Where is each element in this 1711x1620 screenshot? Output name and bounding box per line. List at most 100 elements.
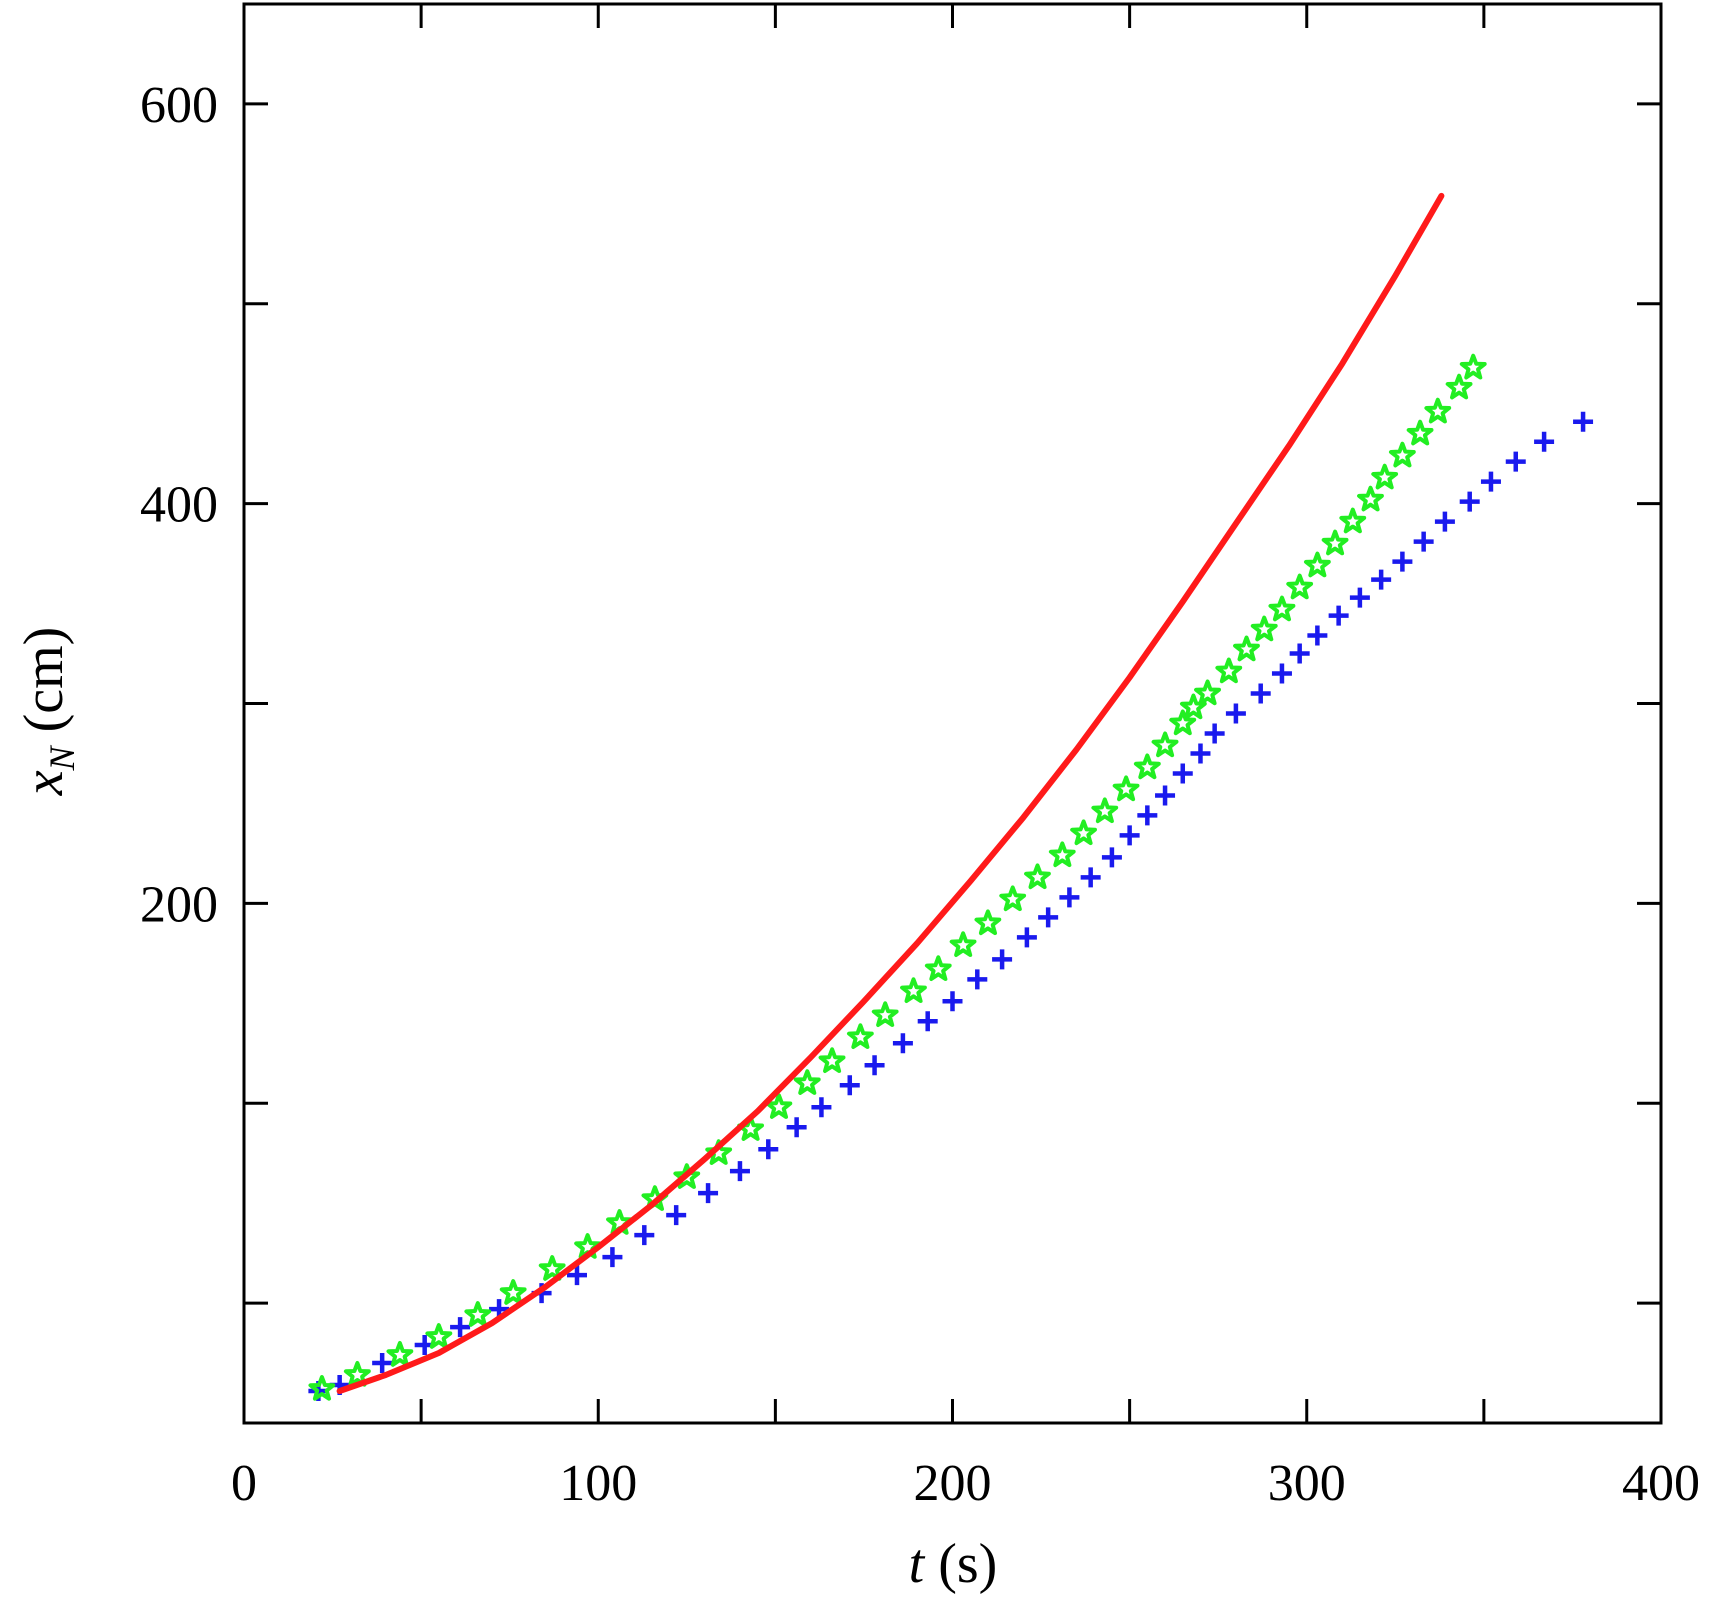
star-point (1459, 353, 1487, 380)
plus-point (917, 1011, 938, 1032)
plus-point (1059, 887, 1080, 908)
star-point (974, 909, 1002, 936)
star-point (793, 1069, 821, 1095)
y-tick-label: 200 (140, 876, 218, 933)
y-tick-label: 600 (140, 77, 218, 134)
frame-layer (242, 2, 1663, 1425)
plus-point (892, 1033, 913, 1054)
star-point (1250, 615, 1278, 642)
plus-point (1080, 867, 1101, 888)
plus-point (1038, 907, 1059, 928)
plus-point (698, 1183, 719, 1204)
star-point (1406, 419, 1434, 446)
plus-point (634, 1225, 655, 1246)
star-point (1371, 463, 1399, 490)
y-axis-unit: (cm) (13, 627, 75, 747)
y-axis-title: xN (cm) (13, 627, 82, 797)
star-point (308, 1375, 336, 1401)
x-tick-label: 200 (914, 1455, 992, 1512)
star-point (1233, 635, 1260, 662)
star-point (924, 955, 952, 981)
star-point (1024, 863, 1051, 890)
y-axis-sub: N (42, 744, 82, 771)
star-point (765, 1093, 793, 1119)
plus-point (967, 969, 988, 990)
x-axis-unit: (s) (924, 1533, 997, 1595)
x-axis-var: t (909, 1533, 926, 1595)
star-point (1151, 731, 1179, 758)
star-point (1304, 551, 1331, 578)
star-point (1268, 595, 1296, 622)
star-point (1215, 657, 1243, 684)
plus-point (1505, 451, 1526, 472)
plus-point (1480, 471, 1501, 492)
x-tick-label: 400 (1622, 1455, 1700, 1512)
star-point (1339, 507, 1367, 534)
plus-point (1434, 511, 1455, 532)
star-point (1048, 841, 1076, 868)
plus-point (786, 1117, 807, 1138)
star-point (538, 1255, 566, 1281)
plus-point (1328, 605, 1349, 626)
plus-point (729, 1161, 750, 1182)
star-point (999, 885, 1027, 912)
plus-point (1204, 723, 1225, 744)
plus-point (992, 949, 1013, 970)
plus-point (666, 1205, 687, 1226)
plot-frame (242, 2, 1663, 1425)
star-point (1091, 797, 1119, 824)
star-point (1389, 441, 1416, 468)
star-point (1133, 753, 1161, 780)
plus-point (1225, 703, 1246, 724)
x-tick-label: 300 (1268, 1455, 1346, 1512)
star-point (673, 1163, 701, 1189)
star-point (847, 1023, 874, 1049)
star-point (499, 1279, 527, 1305)
plus-point (942, 991, 963, 1012)
plus-point (566, 1265, 587, 1286)
labels-layer: 0 100 200 300 400 200 400 600 (140, 77, 1700, 1512)
x-tick-label: 100 (559, 1455, 637, 1512)
plus-point (1250, 683, 1271, 704)
star-point (1070, 819, 1097, 846)
plus-point (864, 1055, 885, 1076)
ticks-layer (242, 4, 1663, 1423)
plus-point (1371, 569, 1392, 590)
plus-point (1307, 625, 1328, 646)
star-point (1357, 485, 1384, 512)
plus-point (1349, 587, 1370, 608)
plus-point (758, 1139, 779, 1160)
plus-point (1459, 491, 1480, 512)
plus-point (450, 1317, 471, 1338)
plus-point (1534, 431, 1555, 452)
x-tick-label: 0 (231, 1455, 257, 1512)
star-point (1445, 373, 1473, 400)
plus-point (1289, 643, 1310, 664)
star-point (818, 1047, 846, 1073)
plus-point (811, 1097, 832, 1118)
plus-point (1101, 847, 1122, 868)
plus-point (1271, 663, 1292, 684)
plus-point (1016, 927, 1037, 948)
star-point (949, 931, 977, 957)
plus-point (1172, 763, 1193, 784)
plus-point (1190, 743, 1211, 764)
star-point (1321, 529, 1349, 556)
star-point (386, 1341, 414, 1367)
y-axis-var: x (13, 770, 75, 796)
star-point (1194, 679, 1221, 706)
star-point (1424, 397, 1452, 424)
plus-point (1392, 551, 1413, 572)
x-axis-title: t (s) (909, 1533, 998, 1595)
plus-point (1413, 531, 1434, 552)
series-line (336, 192, 1445, 1394)
star-point (1286, 573, 1314, 600)
star-point (464, 1301, 492, 1327)
star-point (425, 1323, 453, 1349)
plus-point (1119, 825, 1140, 846)
y-tick-label: 400 (140, 477, 218, 534)
plus-point (602, 1247, 623, 1268)
star-point (1169, 709, 1197, 736)
star-point (705, 1139, 733, 1165)
